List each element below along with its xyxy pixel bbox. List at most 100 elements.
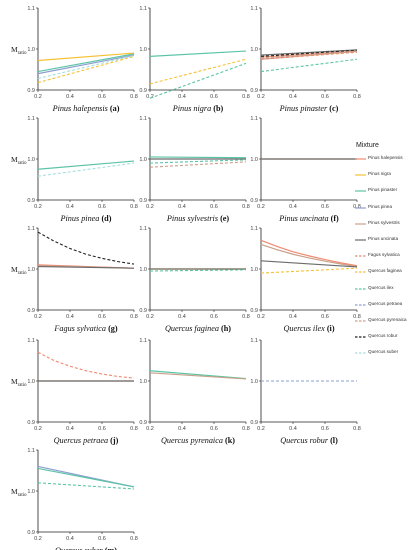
x-tick-label: 0.4 bbox=[178, 204, 186, 210]
panel-quercus-robur: 0.9 1.0 1.1 0.2 0.4 0.6 0.8 Quercus robur (l) bbox=[250, 338, 360, 445]
legend-swatch bbox=[355, 304, 366, 306]
series-line-quercus-suber bbox=[37, 55, 135, 80]
x-tick-label: 0.6 bbox=[321, 204, 329, 210]
panel-title: Pinus pinea (d) bbox=[60, 214, 112, 223]
series-line-quercus-faginea bbox=[260, 267, 358, 274]
legend-label: Quercus suber bbox=[368, 349, 399, 355]
panel-quercus-suber: 0.9 1.0 1.1 0.2 0.4 0.6 0.8 Mratio Quercus suber… bbox=[11, 448, 138, 550]
legend-swatch bbox=[355, 174, 366, 176]
x-tick-label: 0.2 bbox=[146, 204, 154, 210]
legend-label: Pinus pinaster bbox=[368, 187, 398, 193]
y-tick-label: 1.1 bbox=[27, 6, 35, 12]
y-tick-label: 1.1 bbox=[27, 116, 35, 122]
legend-item-fagus-sylvatica: Fagus sylvatica bbox=[355, 252, 417, 268]
legend-label: Pinus nigra bbox=[368, 171, 391, 177]
legend-item-pinus-uncinata: Pinus uncinata bbox=[355, 236, 417, 252]
legend-item-pinus-pinea: Pinus pinea bbox=[355, 204, 417, 220]
y-tick-label: 0.9 bbox=[250, 88, 258, 94]
panel-title: Quercus suber (m) bbox=[55, 546, 117, 550]
x-tick-label: 0.4 bbox=[289, 204, 297, 210]
series-line-quercus-faginea bbox=[149, 58, 247, 85]
legend-swatch bbox=[355, 336, 366, 338]
x-tick-label: 0.8 bbox=[130, 536, 138, 542]
y-tick-label: 1.0 bbox=[27, 379, 35, 385]
x-tick-label: 0.6 bbox=[98, 94, 106, 100]
legend-label: Quercus faginea bbox=[368, 268, 402, 274]
x-tick-label: 0.6 bbox=[210, 94, 218, 100]
panel-title: Pinus halepensis (a) bbox=[52, 104, 120, 113]
x-tick-label: 0.6 bbox=[210, 314, 218, 320]
legend-swatch bbox=[355, 239, 366, 241]
x-tick-label: 0.4 bbox=[178, 94, 186, 100]
y-tick-label: 1.0 bbox=[250, 267, 258, 273]
panel-title: Quercus faginea (h) bbox=[165, 324, 231, 333]
legend-item-quercus-suber: Quercus suber bbox=[355, 349, 417, 365]
x-tick-label: 0.8 bbox=[242, 314, 250, 320]
y-tick-label: 1.0 bbox=[139, 47, 147, 53]
series-line-pinus-pinea bbox=[37, 54, 135, 75]
y-axis-label: Mratio bbox=[11, 377, 27, 388]
x-tick-label: 0.4 bbox=[178, 426, 186, 432]
x-tick-label: 0.4 bbox=[66, 536, 74, 542]
y-tick-label: 0.9 bbox=[27, 420, 35, 426]
x-tick-label: 0.4 bbox=[289, 94, 297, 100]
y-tick-label: 1.1 bbox=[27, 448, 35, 454]
y-tick-label: 0.9 bbox=[27, 530, 35, 536]
x-tick-label: 0.6 bbox=[98, 314, 106, 320]
x-tick-label: 0.8 bbox=[130, 426, 138, 432]
x-tick-label: 0.2 bbox=[34, 314, 42, 320]
series-line-pinus-pinaster bbox=[37, 160, 135, 170]
y-axis-label: Mratio bbox=[11, 265, 27, 276]
series-line-pinus-uncinata bbox=[260, 260, 358, 268]
panel-pinus-nigra: 0.9 1.0 1.1 0.2 0.4 0.6 0.8 Pinus nigra (b) bbox=[139, 6, 249, 113]
series-line-quercus-suber bbox=[37, 162, 135, 177]
x-tick-label: 0.6 bbox=[98, 536, 106, 542]
x-tick-label: 0.4 bbox=[66, 314, 74, 320]
y-tick-label: 1.1 bbox=[139, 226, 147, 232]
legend-swatch bbox=[355, 287, 366, 290]
y-tick-label: 1.0 bbox=[27, 47, 35, 53]
y-tick-label: 1.0 bbox=[250, 157, 258, 163]
x-tick-label: 0.8 bbox=[130, 314, 138, 320]
x-tick-label: 0.2 bbox=[34, 204, 42, 210]
series-line-quercus-robur bbox=[37, 231, 135, 265]
panel-quercus-petraea: 0.9 1.0 1.1 0.2 0.4 0.6 0.8 Mratio Quercus petra… bbox=[11, 338, 138, 445]
x-tick-label: 0.2 bbox=[257, 426, 265, 432]
y-tick-label: 1.0 bbox=[139, 267, 147, 273]
x-tick-label: 0.2 bbox=[257, 314, 265, 320]
legend-label: Pinus sylvestris bbox=[368, 219, 400, 225]
y-tick-label: 0.9 bbox=[250, 198, 258, 204]
x-tick-label: 0.6 bbox=[210, 426, 218, 432]
series-line-quercus-ilex bbox=[149, 159, 247, 164]
legend-swatch bbox=[355, 190, 366, 192]
series-line-quercus-pyrenaica bbox=[260, 50, 358, 59]
legend-label: Quercus robur bbox=[368, 333, 398, 339]
y-axis-label: Mratio bbox=[11, 45, 27, 56]
legend-label: Pinus pinea bbox=[368, 203, 393, 209]
series-line-quercus-ilex bbox=[260, 58, 358, 73]
x-tick-label: 0.8 bbox=[130, 94, 138, 100]
x-tick-label: 0.2 bbox=[34, 426, 42, 432]
series-line-pinus-pinaster bbox=[37, 53, 135, 73]
series-line-quercus-ilex bbox=[149, 62, 247, 99]
series-line-pinus-sylvestris bbox=[149, 372, 247, 380]
x-tick-label: 0.6 bbox=[321, 426, 329, 432]
x-tick-label: 0.8 bbox=[353, 426, 361, 432]
y-tick-label: 0.9 bbox=[139, 420, 147, 426]
y-tick-label: 1.0 bbox=[27, 489, 35, 495]
legend-label: Pinus halepensis bbox=[368, 155, 403, 160]
x-tick-label: 0.4 bbox=[178, 314, 186, 320]
y-tick-label: 1.0 bbox=[27, 157, 35, 163]
panel-title: Quercus petraea (j) bbox=[54, 436, 119, 445]
panel-title: Quercus pyrenaica (k) bbox=[161, 436, 235, 445]
y-tick-label: 1.1 bbox=[139, 338, 147, 344]
legend-item-quercus-pyrenaica: Quercus pyrenaica bbox=[355, 317, 417, 333]
legend-swatch bbox=[355, 158, 366, 160]
y-tick-label: 1.1 bbox=[139, 6, 147, 12]
series-line-pinus-nigra bbox=[37, 52, 135, 62]
y-tick-label: 1.0 bbox=[139, 379, 147, 385]
x-tick-label: 0.8 bbox=[130, 204, 138, 210]
legend-swatch bbox=[355, 320, 366, 322]
y-tick-label: 1.0 bbox=[250, 47, 258, 53]
